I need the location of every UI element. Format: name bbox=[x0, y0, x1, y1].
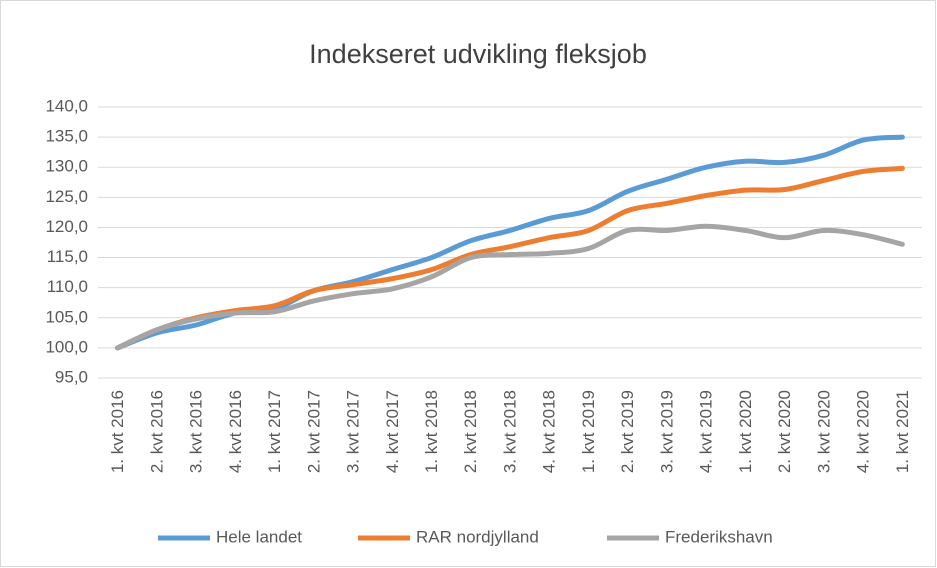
y-tick-label: 135,0 bbox=[45, 127, 88, 146]
series-line bbox=[115, 165, 905, 351]
x-tick-label: 1. kvt 2019 bbox=[579, 390, 598, 473]
x-tick-label: 1. kvt 2018 bbox=[422, 390, 441, 473]
y-tick-label: 140,0 bbox=[45, 96, 88, 115]
x-tick-label: 1. kvt 2021 bbox=[893, 390, 912, 473]
x-tick-label: 3. kvt 2017 bbox=[344, 390, 363, 473]
x-tick-label: 3. kvt 2018 bbox=[500, 390, 519, 473]
x-tick-label: 4. kvt 2016 bbox=[226, 390, 245, 473]
y-tick-label: 95,0 bbox=[55, 367, 88, 386]
y-tick-label: 115,0 bbox=[47, 247, 88, 266]
x-tick-label: 2. kvt 2016 bbox=[147, 390, 166, 473]
x-tick-label: 3. kvt 2020 bbox=[814, 390, 833, 473]
x-tick-label: 1. kvt 2020 bbox=[736, 390, 755, 473]
y-tick-label: 105,0 bbox=[45, 307, 88, 326]
y-tick-label: 110,0 bbox=[47, 277, 88, 296]
x-tick-label: 3. kvt 2016 bbox=[187, 390, 206, 473]
x-tick-label: 1. kvt 2016 bbox=[108, 390, 127, 473]
x-tick-label: 2. kvt 2020 bbox=[775, 390, 794, 473]
y-tick-label: 130,0 bbox=[45, 157, 88, 176]
x-tick-label: 4. kvt 2019 bbox=[697, 390, 716, 473]
legend-label: RAR nordjylland bbox=[416, 527, 539, 546]
y-tick-label: 120,0 bbox=[45, 217, 88, 236]
x-tick-label: 1. kvt 2017 bbox=[265, 390, 284, 473]
x-tick-label: 2. kvt 2019 bbox=[618, 390, 637, 473]
series-line bbox=[115, 223, 905, 351]
y-tick-label: 100,0 bbox=[45, 337, 88, 356]
x-tick-label: 2. kvt 2017 bbox=[304, 390, 323, 473]
chart-title: Indekseret udvikling fleksjob bbox=[309, 39, 647, 69]
y-tick-label: 125,0 bbox=[45, 187, 88, 206]
legend-label: Hele landet bbox=[216, 527, 302, 546]
x-tick-label: 4. kvt 2020 bbox=[854, 390, 873, 473]
x-tick-label: 4. kvt 2018 bbox=[540, 390, 559, 473]
x-tick-label: 4. kvt 2017 bbox=[383, 390, 402, 473]
x-tick-label: 3. kvt 2019 bbox=[657, 390, 676, 473]
x-tick-label: 2. kvt 2018 bbox=[461, 390, 480, 473]
legend-label: Frederikshavn bbox=[665, 527, 773, 546]
